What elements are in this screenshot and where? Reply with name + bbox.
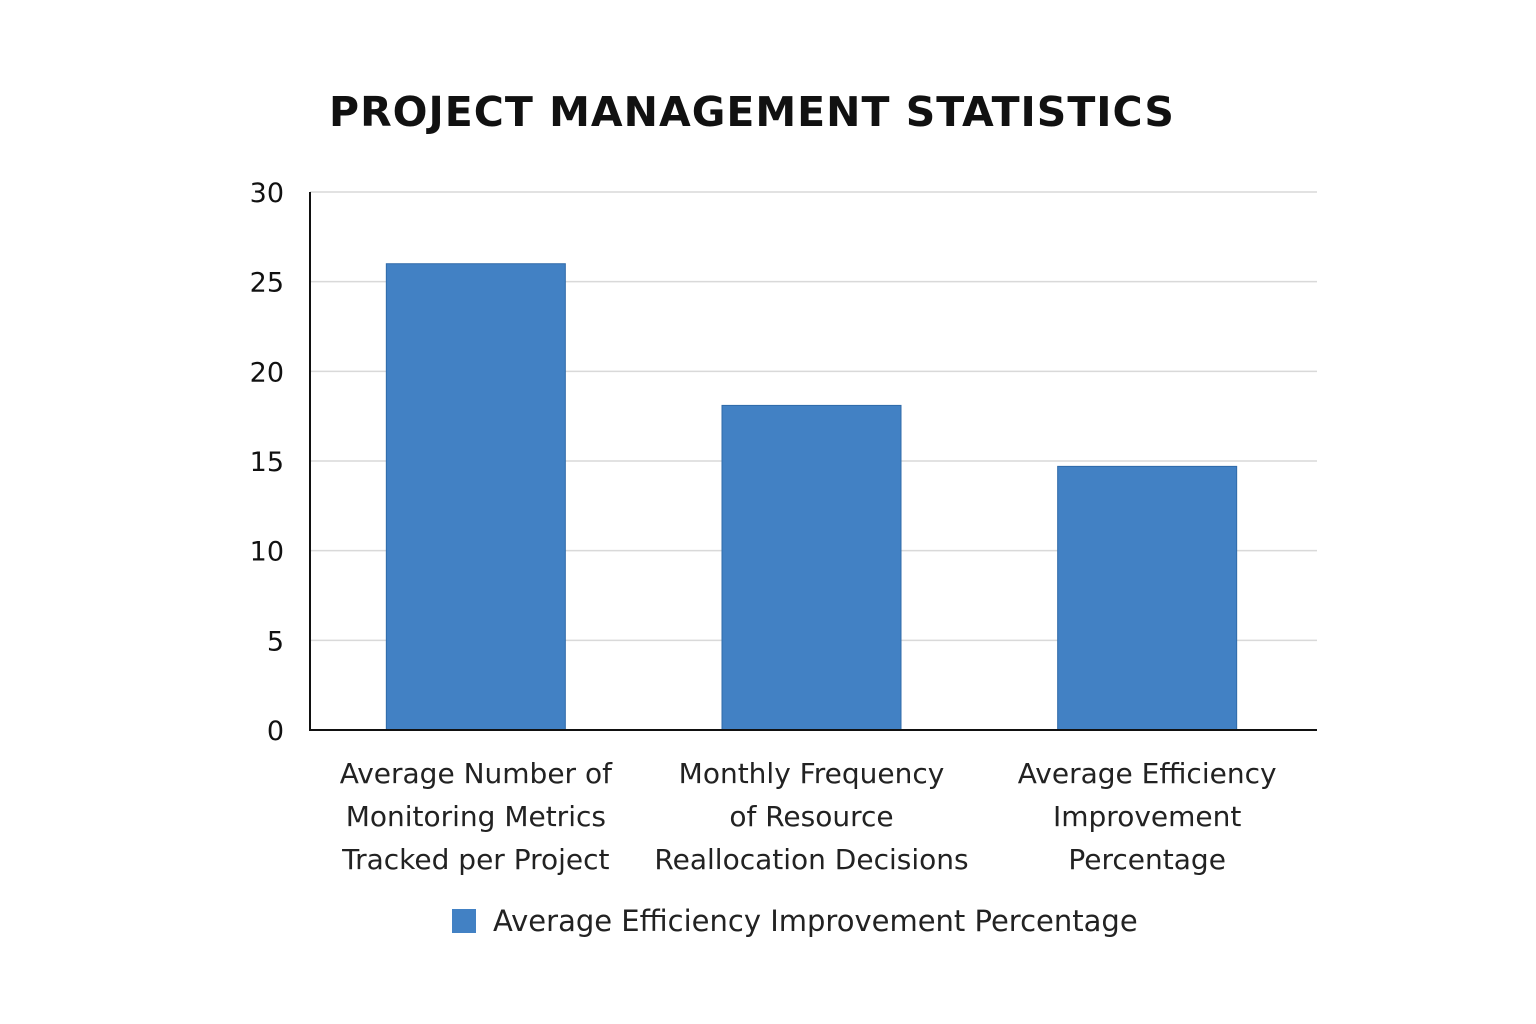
bar [1057, 465, 1238, 731]
x-category-label: Average Number of [340, 757, 613, 790]
x-category-labels: Average Number of Monitoring Metrics Track… [340, 757, 1277, 876]
x-category-label: Improvement [1053, 800, 1241, 833]
y-tick-label: 10 [250, 537, 284, 568]
x-category-label: Monthly Frequency [679, 757, 945, 790]
x-category-label: Average Efficiency [1018, 757, 1277, 790]
y-tick-labels: 0 5 10 15 20 25 30 [250, 178, 284, 747]
y-tick-label: 5 [267, 626, 284, 657]
y-tick-label: 15 [250, 447, 284, 478]
bar [385, 263, 566, 731]
bars [385, 263, 1238, 731]
chart-title: PROJECT MANAGEMENT STATISTICS [329, 88, 1175, 136]
x-category-label: Monitoring Metrics [346, 800, 606, 833]
axes [309, 192, 1317, 731]
x-category-label: Tracked per Project [341, 843, 609, 876]
legend: Average Efficiency Improvement Percentag… [452, 904, 1138, 938]
y-tick-label: 30 [250, 178, 284, 209]
x-category-label: of Resource [729, 800, 893, 833]
bar [721, 404, 902, 731]
y-tick-label: 25 [250, 268, 284, 299]
x-category-label: Reallocation Decisions [654, 843, 968, 876]
legend-swatch [452, 909, 476, 933]
y-tick-label: 0 [267, 716, 284, 747]
legend-label: Average Efficiency Improvement Percentag… [493, 904, 1138, 938]
y-tick-label: 20 [250, 357, 284, 388]
x-category-label: Percentage [1068, 843, 1226, 876]
